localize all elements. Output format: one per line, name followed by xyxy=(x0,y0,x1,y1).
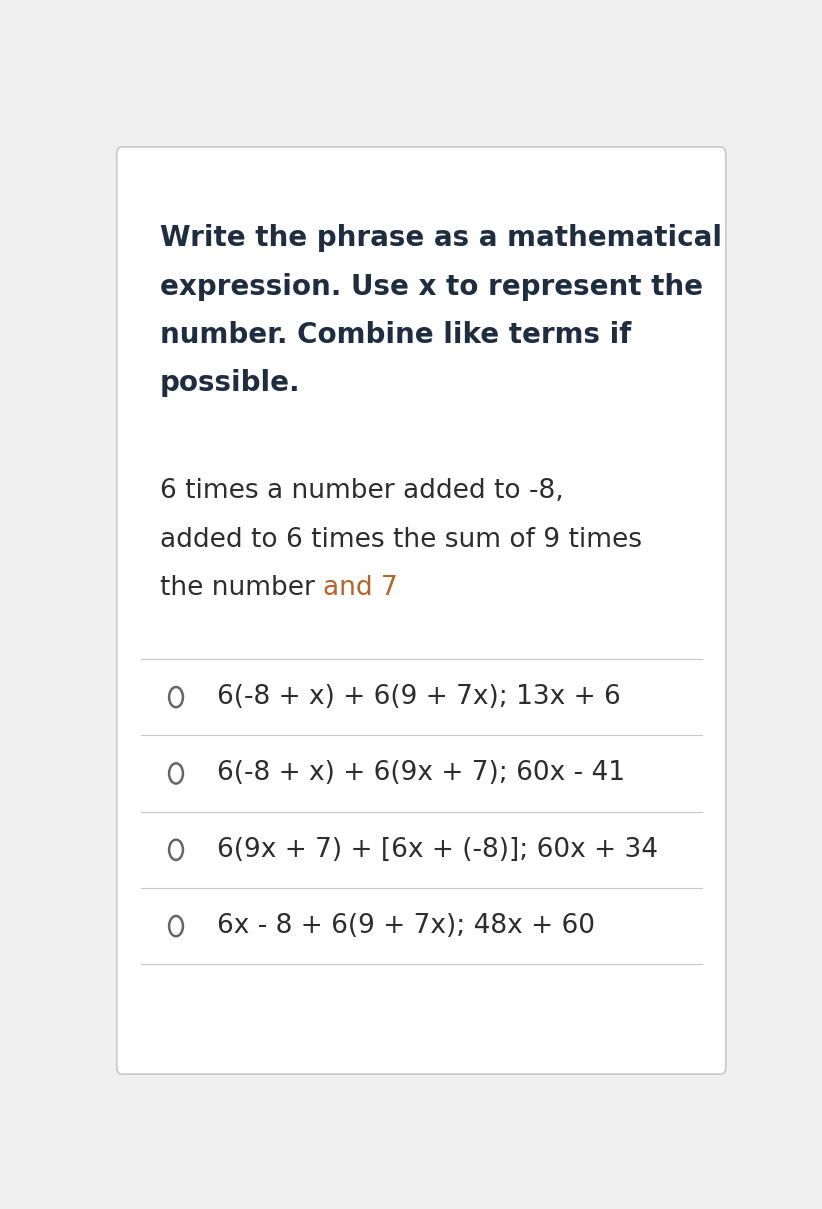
Text: Write the phrase as a mathematical: Write the phrase as a mathematical xyxy=(160,224,722,253)
Text: 6 times a number added to -8,: 6 times a number added to -8, xyxy=(160,479,564,504)
Text: 6(-8 + x) + 6(9x + 7); 60x - 41: 6(-8 + x) + 6(9x + 7); 60x - 41 xyxy=(217,760,626,787)
Circle shape xyxy=(169,687,183,707)
Circle shape xyxy=(169,840,183,860)
Text: expression. Use x to represent the: expression. Use x to represent the xyxy=(160,272,703,301)
FancyBboxPatch shape xyxy=(117,147,726,1074)
Text: 6x - 8 + 6(9 + 7x); 48x + 60: 6x - 8 + 6(9 + 7x); 48x + 60 xyxy=(217,913,595,939)
Circle shape xyxy=(169,763,183,783)
Text: possible.: possible. xyxy=(160,370,301,398)
Text: 6(9x + 7) + [6x + (-8)]; 60x + 34: 6(9x + 7) + [6x + (-8)]; 60x + 34 xyxy=(217,837,658,863)
Text: number. Combine like terms if: number. Combine like terms if xyxy=(160,322,631,349)
Text: the number: the number xyxy=(160,575,323,601)
Text: and 7: and 7 xyxy=(323,575,398,601)
Circle shape xyxy=(169,916,183,936)
Text: added to 6 times the sum of 9 times: added to 6 times the sum of 9 times xyxy=(160,527,642,553)
Text: 6(-8 + x) + 6(9 + 7x); 13x + 6: 6(-8 + x) + 6(9 + 7x); 13x + 6 xyxy=(217,684,621,710)
